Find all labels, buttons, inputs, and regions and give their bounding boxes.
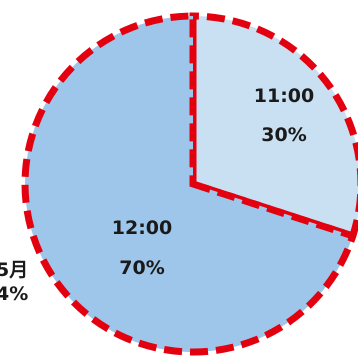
pie-slice-11:00 xyxy=(189,12,358,241)
pie-slice-12:00 xyxy=(21,12,358,356)
pie-slices xyxy=(21,12,358,356)
slice-value-label-0: 30% xyxy=(261,124,306,146)
slice-category-label-0: 11:00 xyxy=(254,85,314,107)
slice-category-label-1: 12:00 xyxy=(112,217,172,239)
edge-label-percent: 4% xyxy=(0,283,28,305)
slice-value-label-1: 70% xyxy=(119,257,164,279)
edge-label-month: 5月 xyxy=(0,259,28,281)
pie-labels: 11:00 30% 12:00 70% 5月 4% xyxy=(0,85,314,305)
